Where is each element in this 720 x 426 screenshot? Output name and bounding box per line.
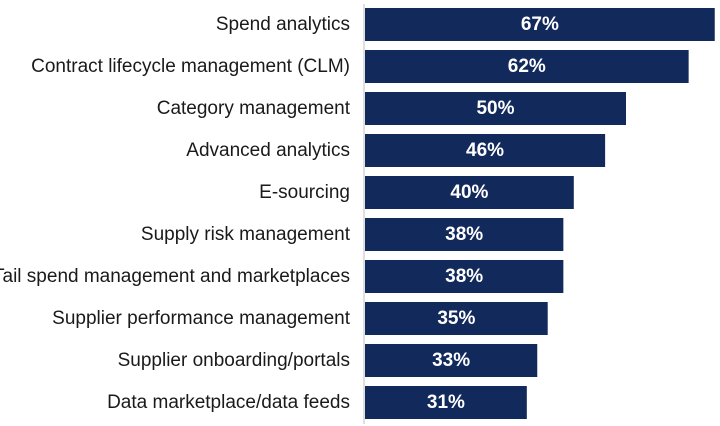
category-label-8: Supplier performance management [52, 308, 351, 329]
value-label-10: 31% [427, 392, 465, 413]
category-label-5: E-sourcing [259, 182, 350, 203]
bar-8 [365, 302, 548, 335]
bar-2 [365, 50, 689, 83]
bar-4 [365, 134, 606, 167]
bars-group [365, 8, 715, 419]
category-label-3: Category management [157, 98, 351, 119]
category-label-1: Spend analytics [216, 14, 350, 35]
bar-3 [365, 92, 626, 125]
category-label-2: Contract lifecycle management (CLM) [31, 56, 350, 77]
value-label-5: 40% [450, 182, 488, 203]
category-label-7: Tail spend management and marketplaces [0, 266, 350, 287]
value-label-4: 46% [466, 140, 504, 161]
value-label-8: 35% [437, 308, 475, 329]
category-label-9: Supplier onboarding/portals [118, 350, 350, 371]
value-label-2: 62% [508, 56, 546, 77]
category-label-10: Data marketplace/data feeds [107, 392, 350, 413]
bar-9 [365, 344, 538, 377]
category-labels-group: Spend analytics Contract lifecycle manage… [0, 14, 351, 413]
value-label-6: 38% [445, 224, 483, 245]
value-label-3: 50% [476, 98, 514, 119]
bar-6 [365, 218, 564, 251]
category-label-4: Advanced analytics [186, 140, 350, 161]
value-label-1: 67% [521, 14, 559, 35]
category-label-6: Supply risk management [141, 224, 351, 245]
value-label-9: 33% [432, 350, 470, 371]
value-label-7: 38% [445, 266, 483, 287]
bar-5 [365, 176, 574, 209]
bar-7 [365, 260, 564, 293]
bar-1 [365, 8, 715, 41]
value-labels-group: 67% 62% 50% 46% 40% 38% 38% 35% 33% 31% [427, 14, 559, 413]
bar-10 [365, 386, 527, 419]
